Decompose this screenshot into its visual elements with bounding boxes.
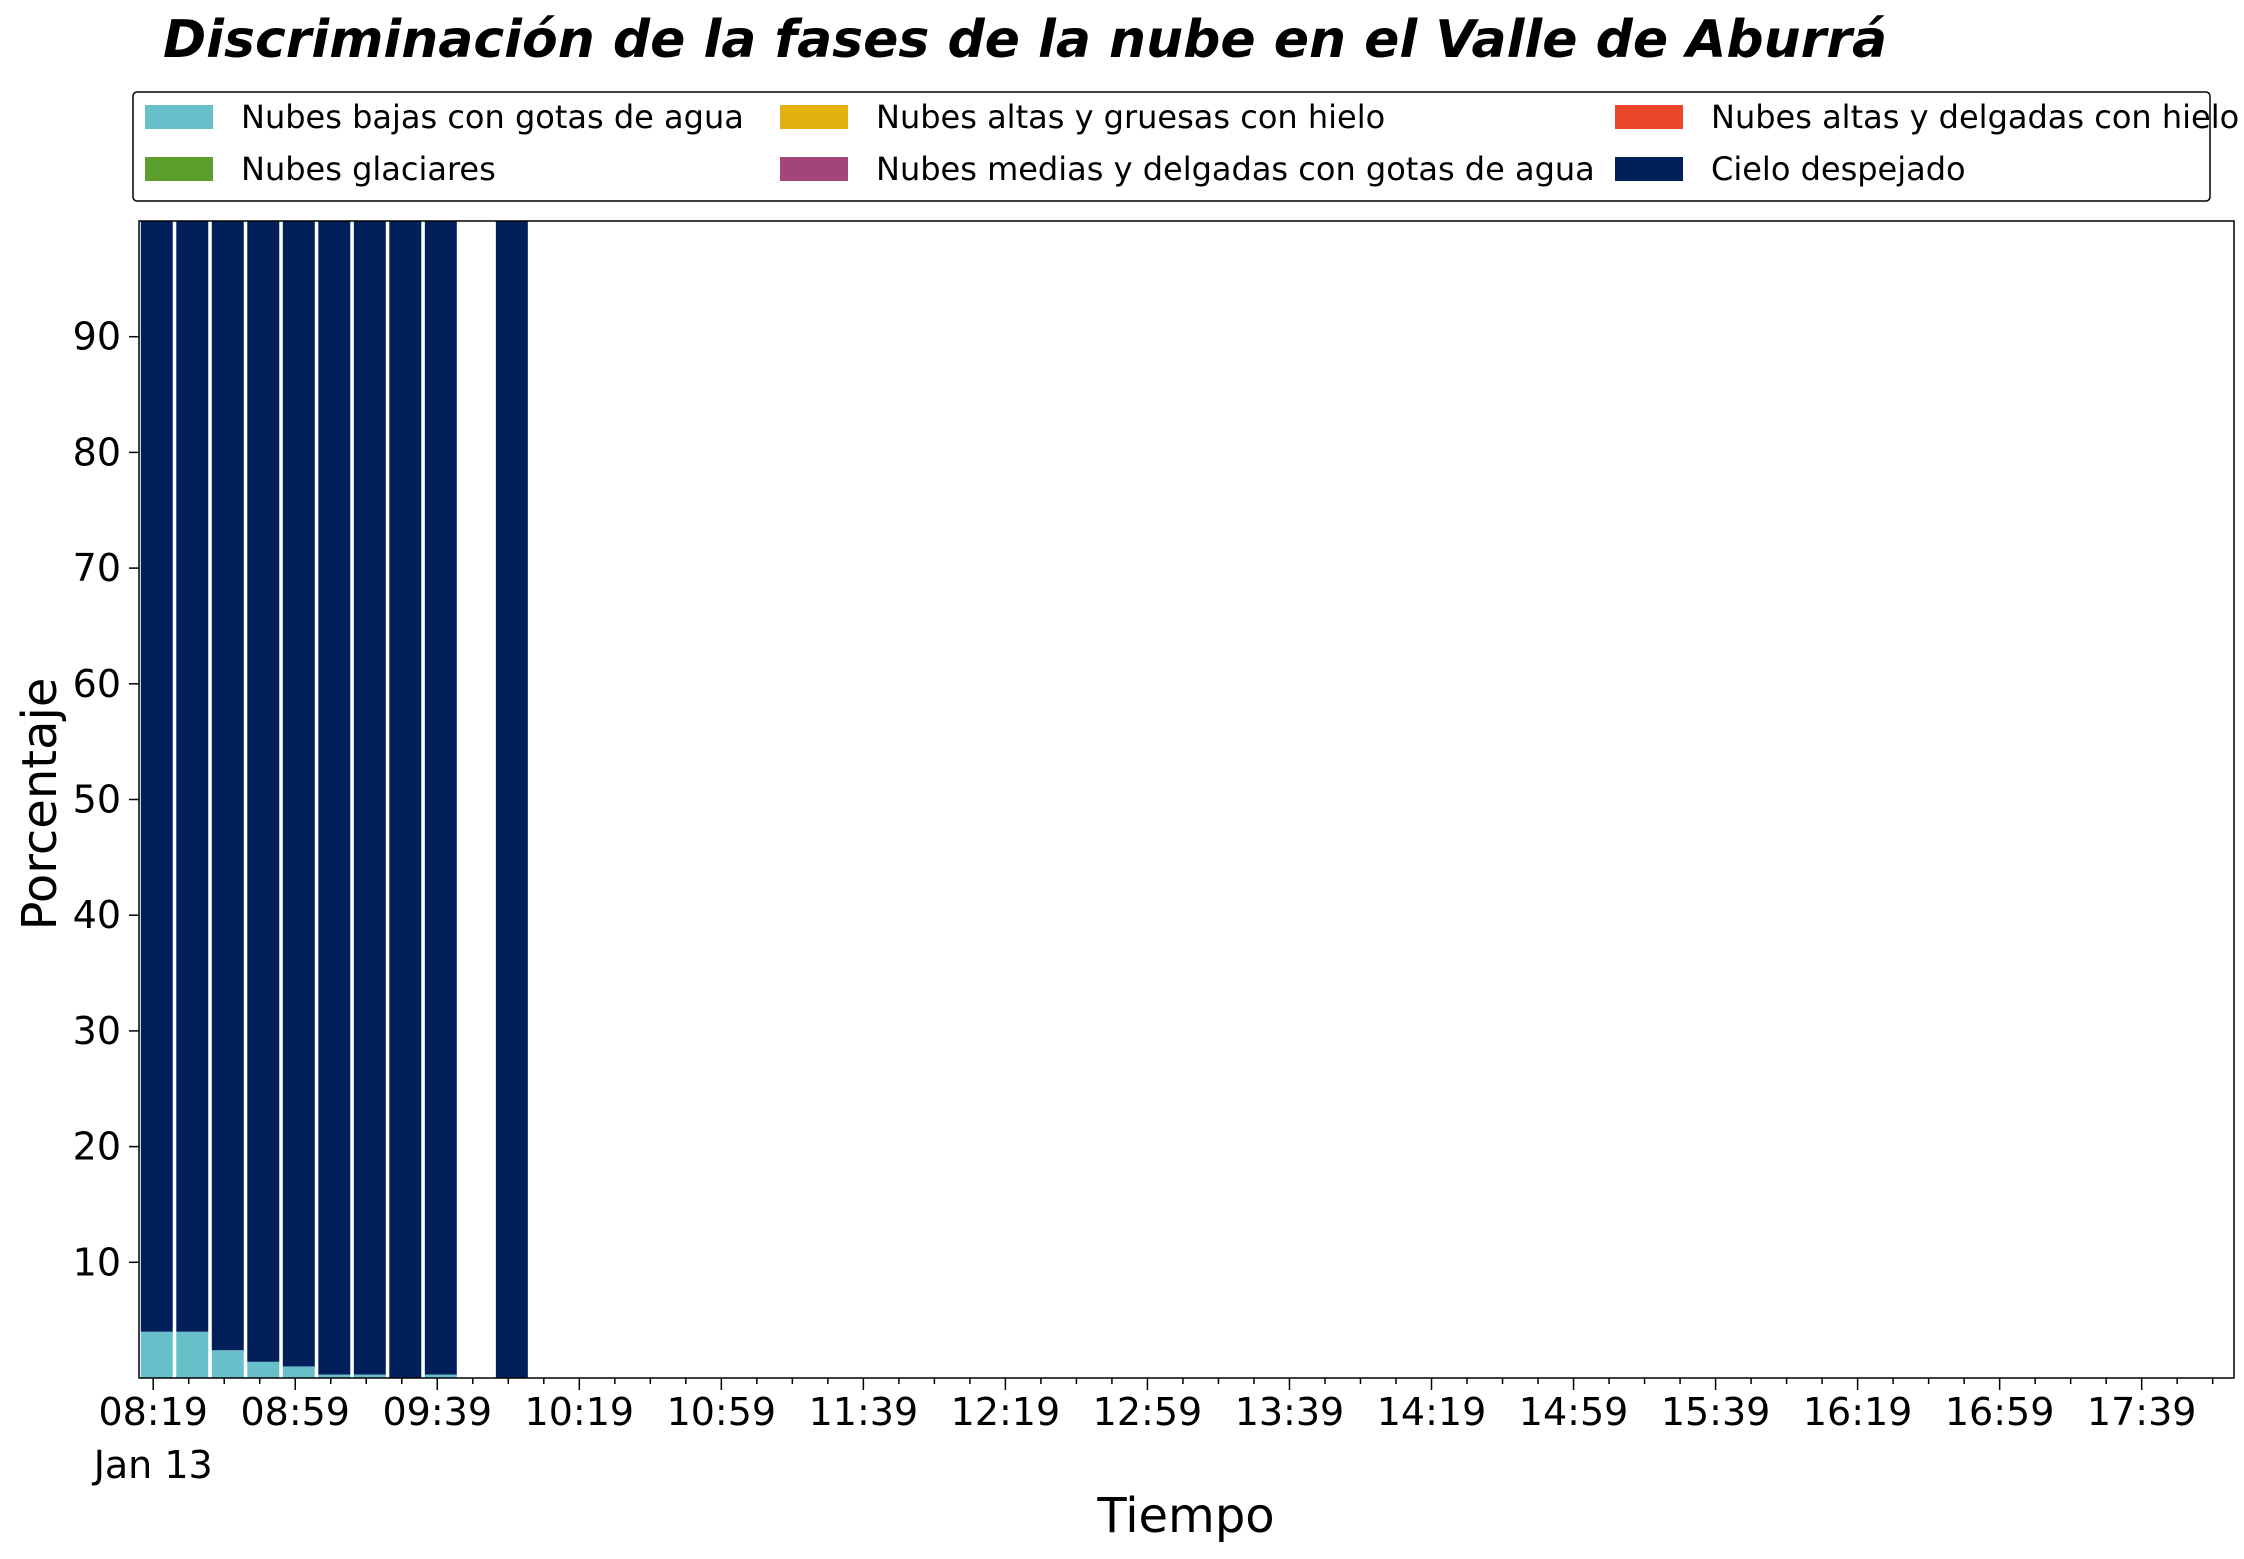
y-tick-label-80: 80 [73, 430, 121, 474]
bar-0820-series-0 [140, 1331, 173, 1378]
legend-label-1: Nubes glaciares [241, 150, 496, 188]
legend-label-5: Cielo despejado [1711, 150, 1966, 188]
x-tick-label-0859: 08:59 [240, 1390, 350, 1434]
x-tick-label-1059: 10:59 [667, 1390, 777, 1434]
legend-swatch-3 [780, 157, 848, 181]
y-tick-label-20: 20 [73, 1125, 121, 1169]
legend-swatch-1 [145, 157, 213, 181]
x-tick-label-0819: 08:19 [98, 1390, 208, 1434]
x-tick-label-1659: 16:59 [1945, 1390, 2055, 1434]
bar-0850-series-5 [247, 221, 280, 1362]
x-axis: 08:19 08:59 09:39 10:19 10:59 11:39 12:19 12:59… [92, 1378, 2214, 1487]
bar-0920-series-0 [353, 1374, 386, 1378]
bar-0930-series-5 [389, 221, 422, 1378]
y-tick-label-10: 10 [73, 1240, 121, 1284]
legend-frame [132, 91, 2211, 202]
x-tick-label-1459: 14:59 [1519, 1390, 1629, 1434]
y-tick-label-50: 50 [73, 778, 121, 822]
bar-0900-series-0 [282, 1366, 315, 1378]
x-tick-label-1019: 10:19 [525, 1390, 635, 1434]
x-tick-label-1739: 17:39 [2087, 1390, 2197, 1434]
bar-0920-series-5 [353, 221, 386, 1375]
x-tick-label-1219: 12:19 [951, 1390, 1061, 1434]
x-date-label: Jan 13 [92, 1443, 213, 1487]
legend-swatch-2 [780, 105, 848, 129]
bar-0910-series-5 [318, 221, 351, 1375]
legend-label-3: Nubes medias y delgadas con gotas de agu… [876, 150, 1595, 188]
chart-title: Discriminación de la fases de la nube en… [163, 10, 1887, 70]
x-tick-label-0939: 09:39 [383, 1390, 493, 1434]
bar-1000-series-5 [495, 221, 528, 1378]
legend-label-4: Nubes altas y delgadas con hielo [1711, 98, 2239, 136]
y-axis: 10 20 30 40 50 60 70 80 90 [73, 315, 139, 1284]
bar-0940-series-0 [424, 1374, 457, 1378]
y-tick-label-60: 60 [73, 662, 121, 706]
bar-0900-series-5 [282, 221, 315, 1367]
x-tick-label-1339: 13:39 [1235, 1390, 1345, 1434]
legend-label-0: Nubes bajas con gotas de agua [241, 98, 744, 136]
legend-swatch-0 [145, 105, 213, 129]
bar-0940-series-5 [424, 221, 457, 1375]
y-tick-label-70: 70 [73, 546, 121, 590]
bar-0840-series-0 [211, 1350, 244, 1378]
bar-0910-series-0 [318, 1374, 351, 1378]
x-tick-label-1539: 15:39 [1661, 1390, 1771, 1434]
legend: Nubes bajas con gotas de agua Nubes glaci… [132, 91, 2239, 202]
bar-0840-series-5 [211, 221, 244, 1351]
legend-label-2: Nubes altas y gruesas con hielo [876, 98, 1385, 136]
x-tick-label-1139: 11:39 [809, 1390, 919, 1434]
x-tick-label-1419: 14:19 [1377, 1390, 1487, 1434]
y-tick-label-90: 90 [73, 315, 121, 359]
y-axis-label: Porcentaje [12, 678, 68, 931]
x-tick-label-1619: 16:19 [1803, 1390, 1913, 1434]
x-axis-label: Tiempo [1096, 1488, 1274, 1544]
bars [140, 221, 528, 1378]
y-tick-label-30: 30 [73, 1009, 121, 1053]
y-tick-label-40: 40 [73, 893, 121, 937]
x-tick-label-1259: 12:59 [1093, 1390, 1203, 1434]
bar-0820-series-5 [140, 221, 173, 1332]
legend-swatch-4 [1615, 105, 1683, 129]
bar-0830-series-5 [176, 221, 209, 1332]
bar-0850-series-0 [247, 1361, 280, 1378]
bar-0830-series-0 [176, 1331, 209, 1378]
legend-swatch-5 [1615, 157, 1683, 181]
plot-area: 10 20 30 40 50 60 70 80 90 08:19 08:59 09:39 10:19 1… [73, 220, 2235, 1487]
